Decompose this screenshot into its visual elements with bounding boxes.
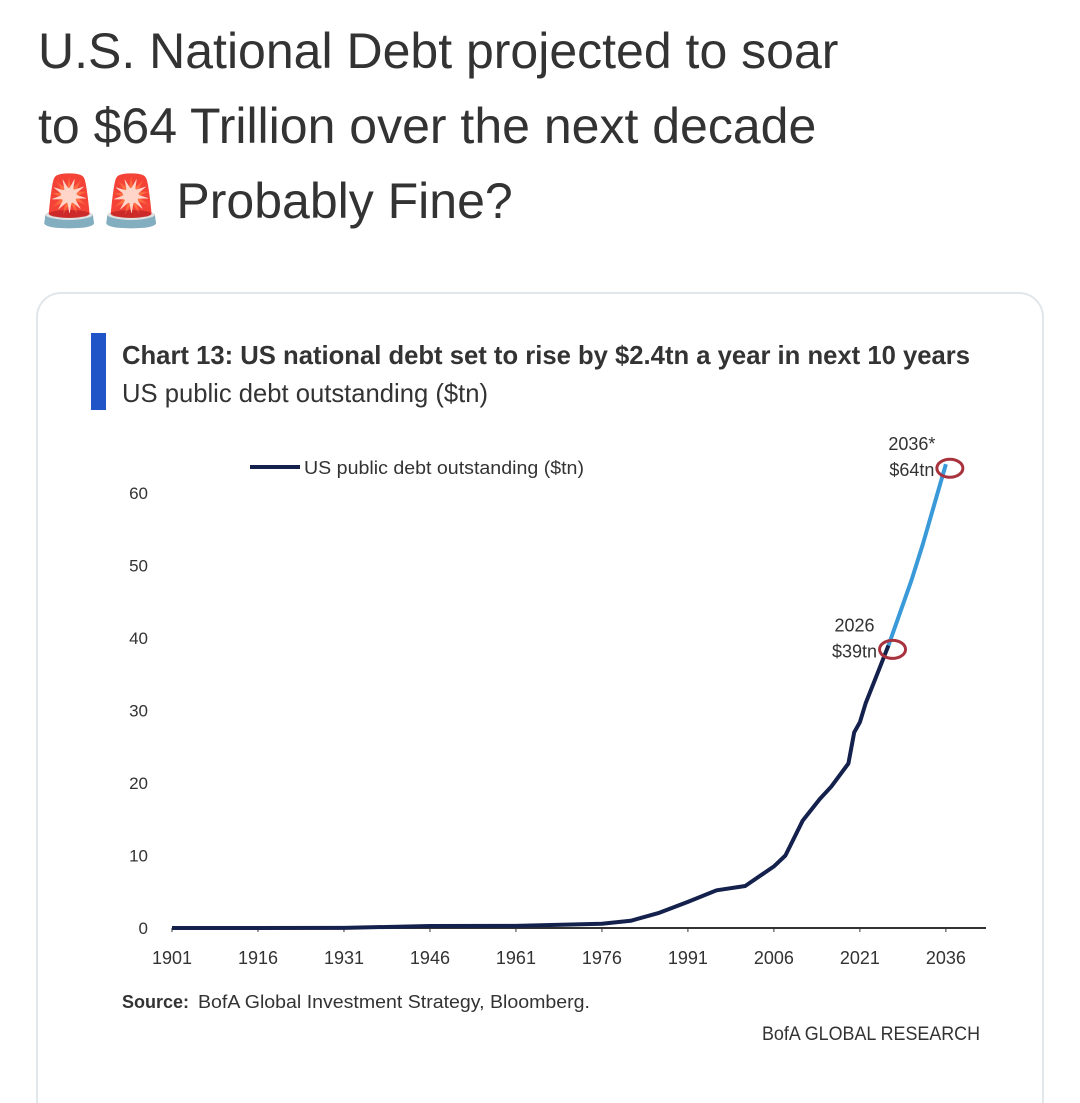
x-tick-label: 1901 bbox=[152, 948, 192, 968]
x-tick-label: 1976 bbox=[582, 948, 622, 968]
annotation-year: 2026 bbox=[835, 615, 875, 635]
data-line bbox=[172, 644, 891, 930]
annotation-amount: $39tn bbox=[832, 641, 877, 661]
chart-subtitle: US public debt outstanding ($tn) bbox=[122, 378, 488, 408]
y-tick-label: 60 bbox=[129, 484, 148, 503]
chart-title: Chart 13: US national debt set to rise b… bbox=[122, 340, 970, 370]
x-tick-label: 2021 bbox=[840, 948, 880, 968]
legend-label: US public debt outstanding ($tn) bbox=[304, 458, 584, 478]
y-tick-label: 40 bbox=[129, 629, 148, 648]
y-tick-label: 0 bbox=[139, 919, 148, 938]
annotation-marker bbox=[935, 457, 965, 479]
x-tick-label: 1946 bbox=[410, 948, 450, 968]
annotation-year: 2036* bbox=[888, 434, 935, 454]
post-text: 🚨🚨 Probably Fine? bbox=[38, 172, 513, 229]
post-text: U.S. National Debt projected to soar bbox=[38, 23, 838, 79]
x-tick-label: 2036 bbox=[926, 948, 966, 968]
accent-bar bbox=[91, 333, 106, 410]
y-tick-label: 10 bbox=[129, 847, 148, 866]
x-tick-label: 1991 bbox=[668, 948, 708, 968]
y-tick-label: 20 bbox=[129, 774, 148, 793]
annotation-amount: $64tn bbox=[889, 460, 934, 480]
x-tick-label: 1931 bbox=[324, 948, 364, 968]
y-tick-label: 50 bbox=[129, 557, 148, 576]
source-text: BofA Global Investment Strategy, Bloombe… bbox=[198, 992, 590, 1012]
x-tick-label: 2006 bbox=[754, 948, 794, 968]
x-tick-label: 1961 bbox=[496, 948, 536, 968]
media-card[interactable] bbox=[36, 292, 1044, 1103]
annotation-marker bbox=[878, 638, 908, 660]
y-tick-label: 30 bbox=[129, 702, 148, 721]
footer: BofA GLOBAL RESEARCH bbox=[762, 1024, 980, 1045]
data-line bbox=[886, 463, 948, 647]
post-text: to $64 Trillion over the next decade bbox=[38, 98, 816, 154]
source-label: Source: bbox=[122, 992, 189, 1012]
x-tick-label: 1916 bbox=[238, 948, 278, 968]
